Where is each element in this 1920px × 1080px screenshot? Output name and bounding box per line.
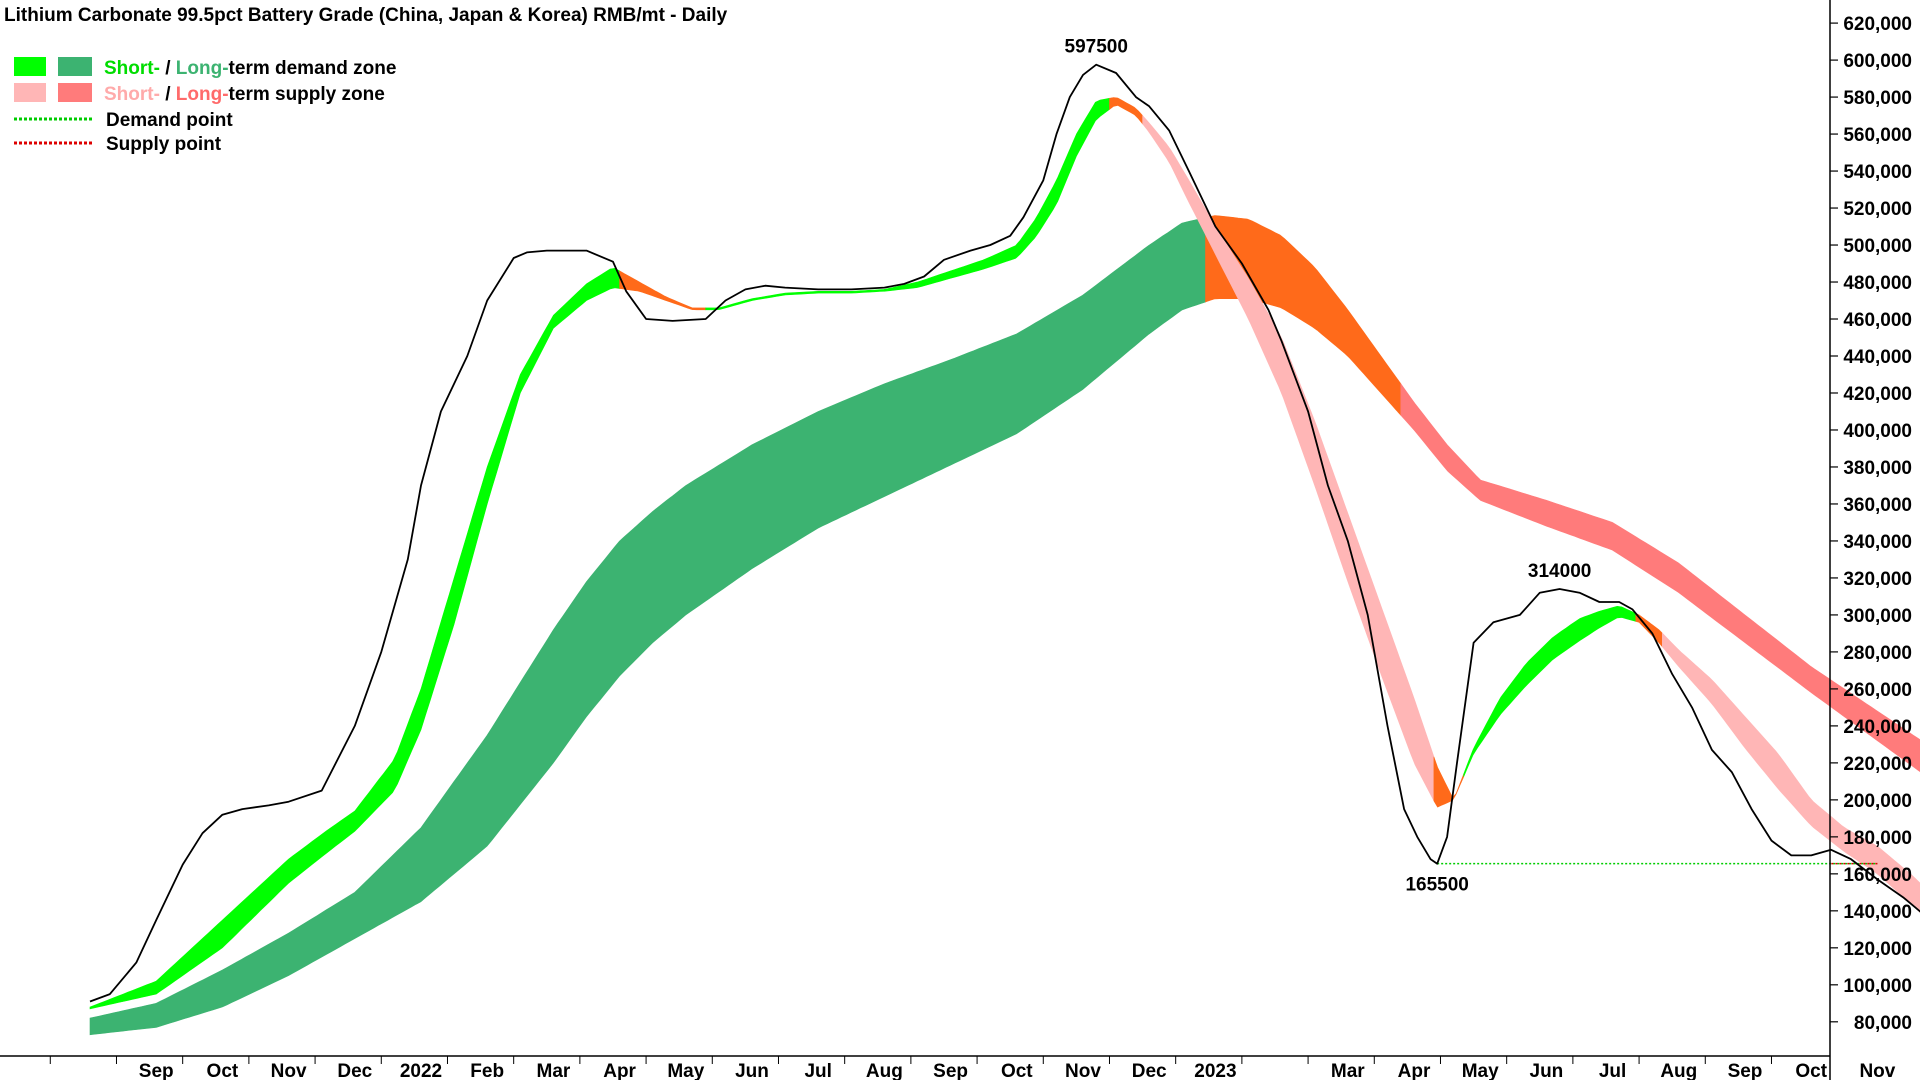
x-tick-label: Sep bbox=[1728, 1061, 1763, 1080]
short-term-zone-segment-supply-light-4 bbox=[1142, 114, 1435, 802]
legend-supply-sep: / bbox=[160, 84, 176, 105]
y-tick-label: 360,000 bbox=[1843, 495, 1912, 516]
x-tick-label: Nov bbox=[271, 1061, 307, 1080]
x-tick-label: Oct bbox=[1001, 1061, 1033, 1080]
x-tick-label: Sep bbox=[139, 1061, 174, 1080]
y-tick-label: 260,000 bbox=[1843, 680, 1912, 701]
data-label: 597500 bbox=[1065, 37, 1128, 58]
y-tick-label: 120,000 bbox=[1843, 939, 1912, 960]
data-label: 165500 bbox=[1405, 875, 1468, 896]
legend-swatch-short-supply bbox=[14, 83, 46, 102]
x-tick-label: Apr bbox=[1398, 1061, 1431, 1080]
y-tick-label: 340,000 bbox=[1843, 532, 1912, 553]
y-tick-label: 420,000 bbox=[1843, 384, 1912, 405]
short-term-zone-segment-supply-3 bbox=[1109, 97, 1143, 125]
x-tick-label: Jul bbox=[1599, 1061, 1626, 1080]
y-tick-label: 220,000 bbox=[1843, 754, 1912, 775]
short-term-zone-segment-demand-6 bbox=[1463, 605, 1637, 777]
legend-label-supply-point: Supply point bbox=[106, 134, 222, 155]
y-tick-label: 540,000 bbox=[1843, 162, 1912, 183]
legend-demand-sep: / bbox=[160, 58, 176, 79]
legend: Short- / Long-term demand zone Short- / … bbox=[14, 57, 396, 155]
price-line bbox=[89, 63, 1920, 1003]
legend-demand-rest: term demand zone bbox=[229, 58, 397, 79]
y-tick-label: 400,000 bbox=[1843, 421, 1912, 442]
legend-supply-short: Short- bbox=[104, 84, 160, 105]
y-tick-label: 620,000 bbox=[1843, 14, 1912, 35]
annotations: 5975003140001655009600097050 bbox=[1065, 37, 1592, 896]
legend-label-supply-zone: Short- / Long-term supply zone bbox=[104, 84, 385, 105]
axes bbox=[0, 0, 1831, 1080]
y-tick-label: 280,000 bbox=[1843, 643, 1912, 664]
long-term-zone-segment-supply-light-2 bbox=[1400, 382, 1920, 773]
y-tick-label: 200,000 bbox=[1843, 791, 1912, 812]
short-term-zone-segment-supply-5 bbox=[1433, 756, 1464, 808]
x-tick-label: Jul bbox=[804, 1061, 831, 1080]
x-tick-label: Aug bbox=[1660, 1061, 1697, 1080]
legend-label-demand-zone: Short- / Long-term demand zone bbox=[104, 58, 396, 79]
data-label: 314000 bbox=[1528, 561, 1591, 582]
x-tick-label: May bbox=[1462, 1061, 1499, 1080]
x-tick-label: Nov bbox=[1859, 1061, 1895, 1080]
legend-swatch-long-supply bbox=[58, 83, 92, 102]
y-tick-label: 160,000 bbox=[1843, 865, 1912, 886]
legend-demand-short: Short- bbox=[104, 58, 160, 79]
y-tick-label: 320,000 bbox=[1843, 569, 1912, 590]
zone-layer bbox=[89, 97, 1920, 1036]
x-tick-label: Jun bbox=[735, 1061, 769, 1080]
x-tick-label: Jun bbox=[1530, 1061, 1564, 1080]
x-axis-ticks: Sep Oct Nov Dec 2022 Feb Mar Apr May Jun Jul Aug Sep… bbox=[49, 1056, 1896, 1080]
legend-supply-long: Long- bbox=[176, 84, 229, 105]
legend-label-demand-point: Demand point bbox=[106, 110, 233, 131]
y-tick-label: 100,000 bbox=[1843, 976, 1912, 997]
chart-title: Lithium Carbonate 99.5pct Battery Grade … bbox=[4, 5, 728, 26]
legend-supply-rest: term supply zone bbox=[229, 84, 385, 105]
y-tick-label: 520,000 bbox=[1843, 199, 1912, 220]
x-tick-label: Feb bbox=[470, 1061, 504, 1080]
legend-swatch-long-demand bbox=[58, 57, 92, 76]
y-tick-label: 380,000 bbox=[1843, 458, 1912, 479]
x-tick-label: Sep bbox=[933, 1061, 968, 1080]
y-tick-label: 580,000 bbox=[1843, 88, 1912, 109]
short-term-zone-segment-demand-2 bbox=[705, 97, 1110, 311]
x-tick-label: May bbox=[667, 1061, 704, 1080]
y-tick-label: 80,000 bbox=[1854, 1013, 1912, 1034]
price-layer bbox=[89, 63, 1920, 1003]
y-tick-label: 300,000 bbox=[1843, 606, 1912, 627]
x-tick-label: Oct bbox=[207, 1061, 239, 1080]
legend-demand-long: Long- bbox=[176, 58, 229, 79]
y-tick-label: 600,000 bbox=[1843, 51, 1912, 72]
short-term-zone-segment-supply-1 bbox=[619, 270, 707, 311]
y-tick-label: 560,000 bbox=[1843, 125, 1912, 146]
short-term-zone-segment-supply-light-8 bbox=[1662, 632, 1920, 913]
long-term-zone-segment-supply-1 bbox=[1205, 215, 1402, 416]
x-tick-label: Dec bbox=[1132, 1061, 1167, 1080]
x-tick-label: Oct bbox=[1795, 1061, 1827, 1080]
y-tick-label: 500,000 bbox=[1843, 236, 1912, 257]
x-tick-label: Apr bbox=[603, 1061, 636, 1080]
x-tick-label: Mar bbox=[1331, 1061, 1365, 1080]
y-tick-label: 440,000 bbox=[1843, 347, 1912, 368]
x-tick-label: 2022 bbox=[400, 1061, 442, 1080]
x-tick-label: Dec bbox=[337, 1061, 372, 1080]
x-tick-label: Nov bbox=[1065, 1061, 1101, 1080]
x-tick-label: 2023 bbox=[1194, 1061, 1236, 1080]
y-axis-ticks: 80,000 100,000 120,000 140,000 160,000 180,00… bbox=[1830, 14, 1912, 1034]
y-tick-label: 240,000 bbox=[1843, 717, 1912, 738]
x-tick-label: Aug bbox=[866, 1061, 903, 1080]
y-tick-label: 480,000 bbox=[1843, 273, 1912, 294]
legend-swatch-short-demand bbox=[14, 57, 46, 76]
x-tick-label: Mar bbox=[537, 1061, 571, 1080]
y-tick-label: 180,000 bbox=[1843, 828, 1912, 849]
y-tick-label: 460,000 bbox=[1843, 310, 1912, 331]
y-tick-label: 140,000 bbox=[1843, 902, 1912, 923]
